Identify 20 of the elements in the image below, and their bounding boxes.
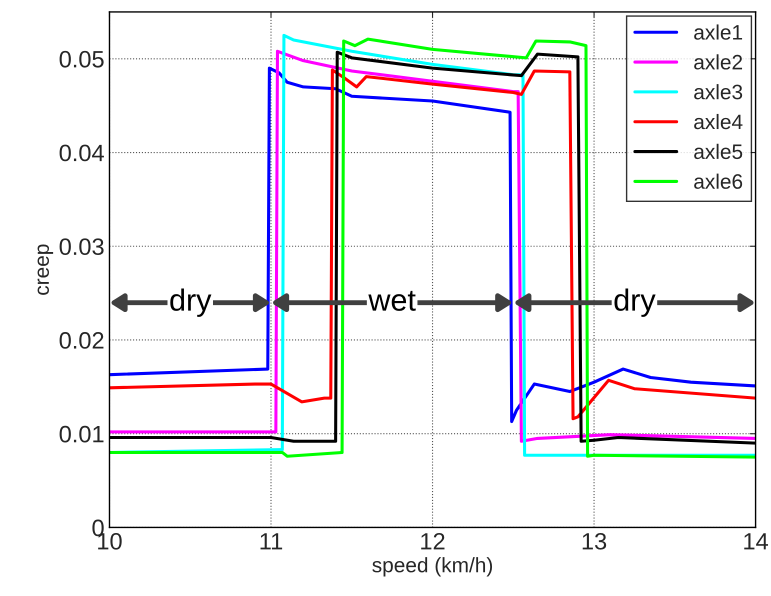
y-tick-label: 0.05 bbox=[60, 50, 104, 68]
legend-label: axle4 bbox=[694, 114, 742, 130]
legend-label: axle2 bbox=[694, 54, 742, 70]
y-tick-label: 0.02 bbox=[60, 332, 104, 349]
legend-label: axle5 bbox=[694, 144, 742, 160]
x-tick-label: 13 bbox=[582, 532, 606, 550]
x-tick-label: 14 bbox=[744, 533, 768, 550]
legend-label: axle1 bbox=[694, 24, 742, 40]
x-tick-label: 12 bbox=[421, 532, 444, 550]
x-axis-title: speed (km/h) bbox=[372, 557, 492, 577]
x-tick-label: 11 bbox=[260, 533, 282, 550]
y-axis-title: creep bbox=[38, 244, 54, 295]
y-tick-label: 0.01 bbox=[60, 426, 104, 443]
y-tick-label: 0.04 bbox=[60, 144, 104, 162]
annotation: wet bbox=[368, 290, 416, 311]
legend-label: axle3 bbox=[694, 84, 742, 100]
y-tick-label: 0.03 bbox=[60, 238, 104, 256]
legend-label: axle6 bbox=[694, 174, 742, 189]
annotation: dry bbox=[170, 288, 212, 317]
annotation: dry bbox=[614, 288, 656, 317]
